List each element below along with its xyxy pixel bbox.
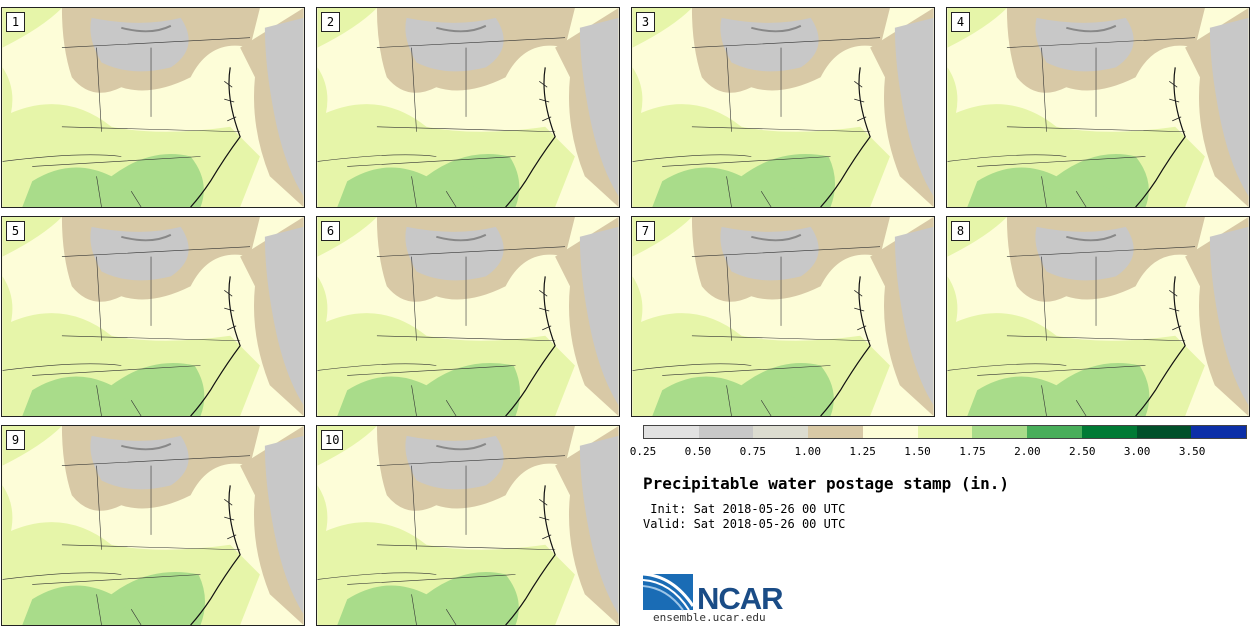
colorbar-tick-label: 0.75	[739, 445, 767, 458]
pw-map	[947, 8, 1249, 207]
postage-stamp-1: 1	[1, 7, 305, 208]
pw-map	[2, 8, 304, 207]
colorbar-tick-label: 2.00	[1014, 445, 1041, 458]
ncar-logo	[642, 570, 793, 615]
stamp-member-label: 2	[321, 12, 340, 32]
colorbar-segment	[644, 426, 699, 438]
colorbar-tick-label: 3.50	[1178, 445, 1206, 458]
postage-stamp-8: 8	[946, 216, 1250, 417]
colorbar-segment	[972, 426, 1028, 438]
colorbar-segment	[698, 426, 754, 438]
chart-title: Precipitable water postage stamp (in.)	[643, 474, 1010, 493]
init-time: Init: Sat 2018-05-26 00 UTC	[643, 502, 846, 516]
colorbar-segment	[1081, 426, 1137, 438]
ncar-swoosh-icon	[642, 572, 695, 611]
postage-stamp-6: 6	[316, 216, 620, 417]
colorbar	[643, 425, 1247, 439]
pw-map	[632, 217, 934, 416]
pw-map	[632, 8, 934, 207]
stamp-member-label: 5	[6, 221, 25, 241]
colorbar-tick-label: 1.50	[904, 445, 931, 458]
stamp-member-label: 6	[321, 221, 340, 241]
colorbar-tick-label: 1.00	[794, 445, 821, 458]
colorbar-segment	[1027, 426, 1082, 438]
stamp-member-label: 8	[951, 221, 970, 241]
colorbar-segment	[753, 426, 809, 438]
postage-stamp-2: 2	[316, 7, 620, 208]
stamp-member-label: 10	[321, 430, 344, 450]
postage-stamp-9: 9	[1, 425, 305, 626]
colorbar-tick-label: 3.00	[1123, 445, 1151, 458]
postage-stamp-10: 10	[316, 425, 620, 626]
postage-stamp-7: 7	[631, 216, 935, 417]
pw-map	[2, 426, 304, 625]
stamp-member-label: 9	[6, 430, 25, 450]
colorbar-segment	[862, 426, 918, 438]
stamp-member-label: 3	[636, 12, 655, 32]
pw-map	[317, 426, 619, 625]
colorbar-segment	[808, 426, 863, 438]
pw-map	[2, 217, 304, 416]
ncar-logo-text: NCAR	[697, 581, 784, 616]
stamp-member-label: 7	[636, 221, 655, 241]
colorbar-tick-label: 0.50	[684, 445, 712, 458]
pw-map	[317, 217, 619, 416]
colorbar-ticks: 0.25 0.50 0.75 1.00 1.25 1.50 1.75 2.00 2.50 3.00…	[630, 445, 1260, 459]
website-url: ensemble.ucar.edu	[653, 611, 766, 624]
colorbar-tick-label: 1.75	[959, 445, 986, 458]
colorbar-segment	[917, 426, 973, 438]
stamp-member-label: 4	[951, 12, 970, 32]
postage-stamp-3: 3	[631, 7, 935, 208]
pw-map	[947, 217, 1249, 416]
colorbar-tick-label: 2.50	[1069, 445, 1096, 458]
valid-time: Valid: Sat 2018-05-26 00 UTC	[643, 517, 846, 531]
colorbar-tick-label: 1.25	[849, 445, 876, 458]
postage-stamp-5: 5	[1, 216, 305, 417]
colorbar-segment	[1191, 426, 1247, 438]
colorbar-tick-label: 0.25	[629, 445, 657, 458]
postage-stamp-4: 4	[946, 7, 1250, 208]
pw-map	[317, 8, 619, 207]
colorbar-segment	[1136, 426, 1192, 438]
stamp-member-label: 1	[6, 12, 25, 32]
